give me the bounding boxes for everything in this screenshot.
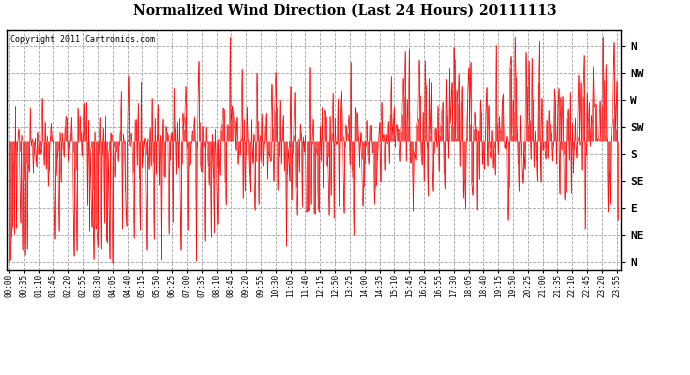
Text: Copyright 2011 Cartronics.com: Copyright 2011 Cartronics.com <box>10 35 155 44</box>
Text: Normalized Wind Direction (Last 24 Hours) 20111113: Normalized Wind Direction (Last 24 Hours… <box>133 4 557 18</box>
